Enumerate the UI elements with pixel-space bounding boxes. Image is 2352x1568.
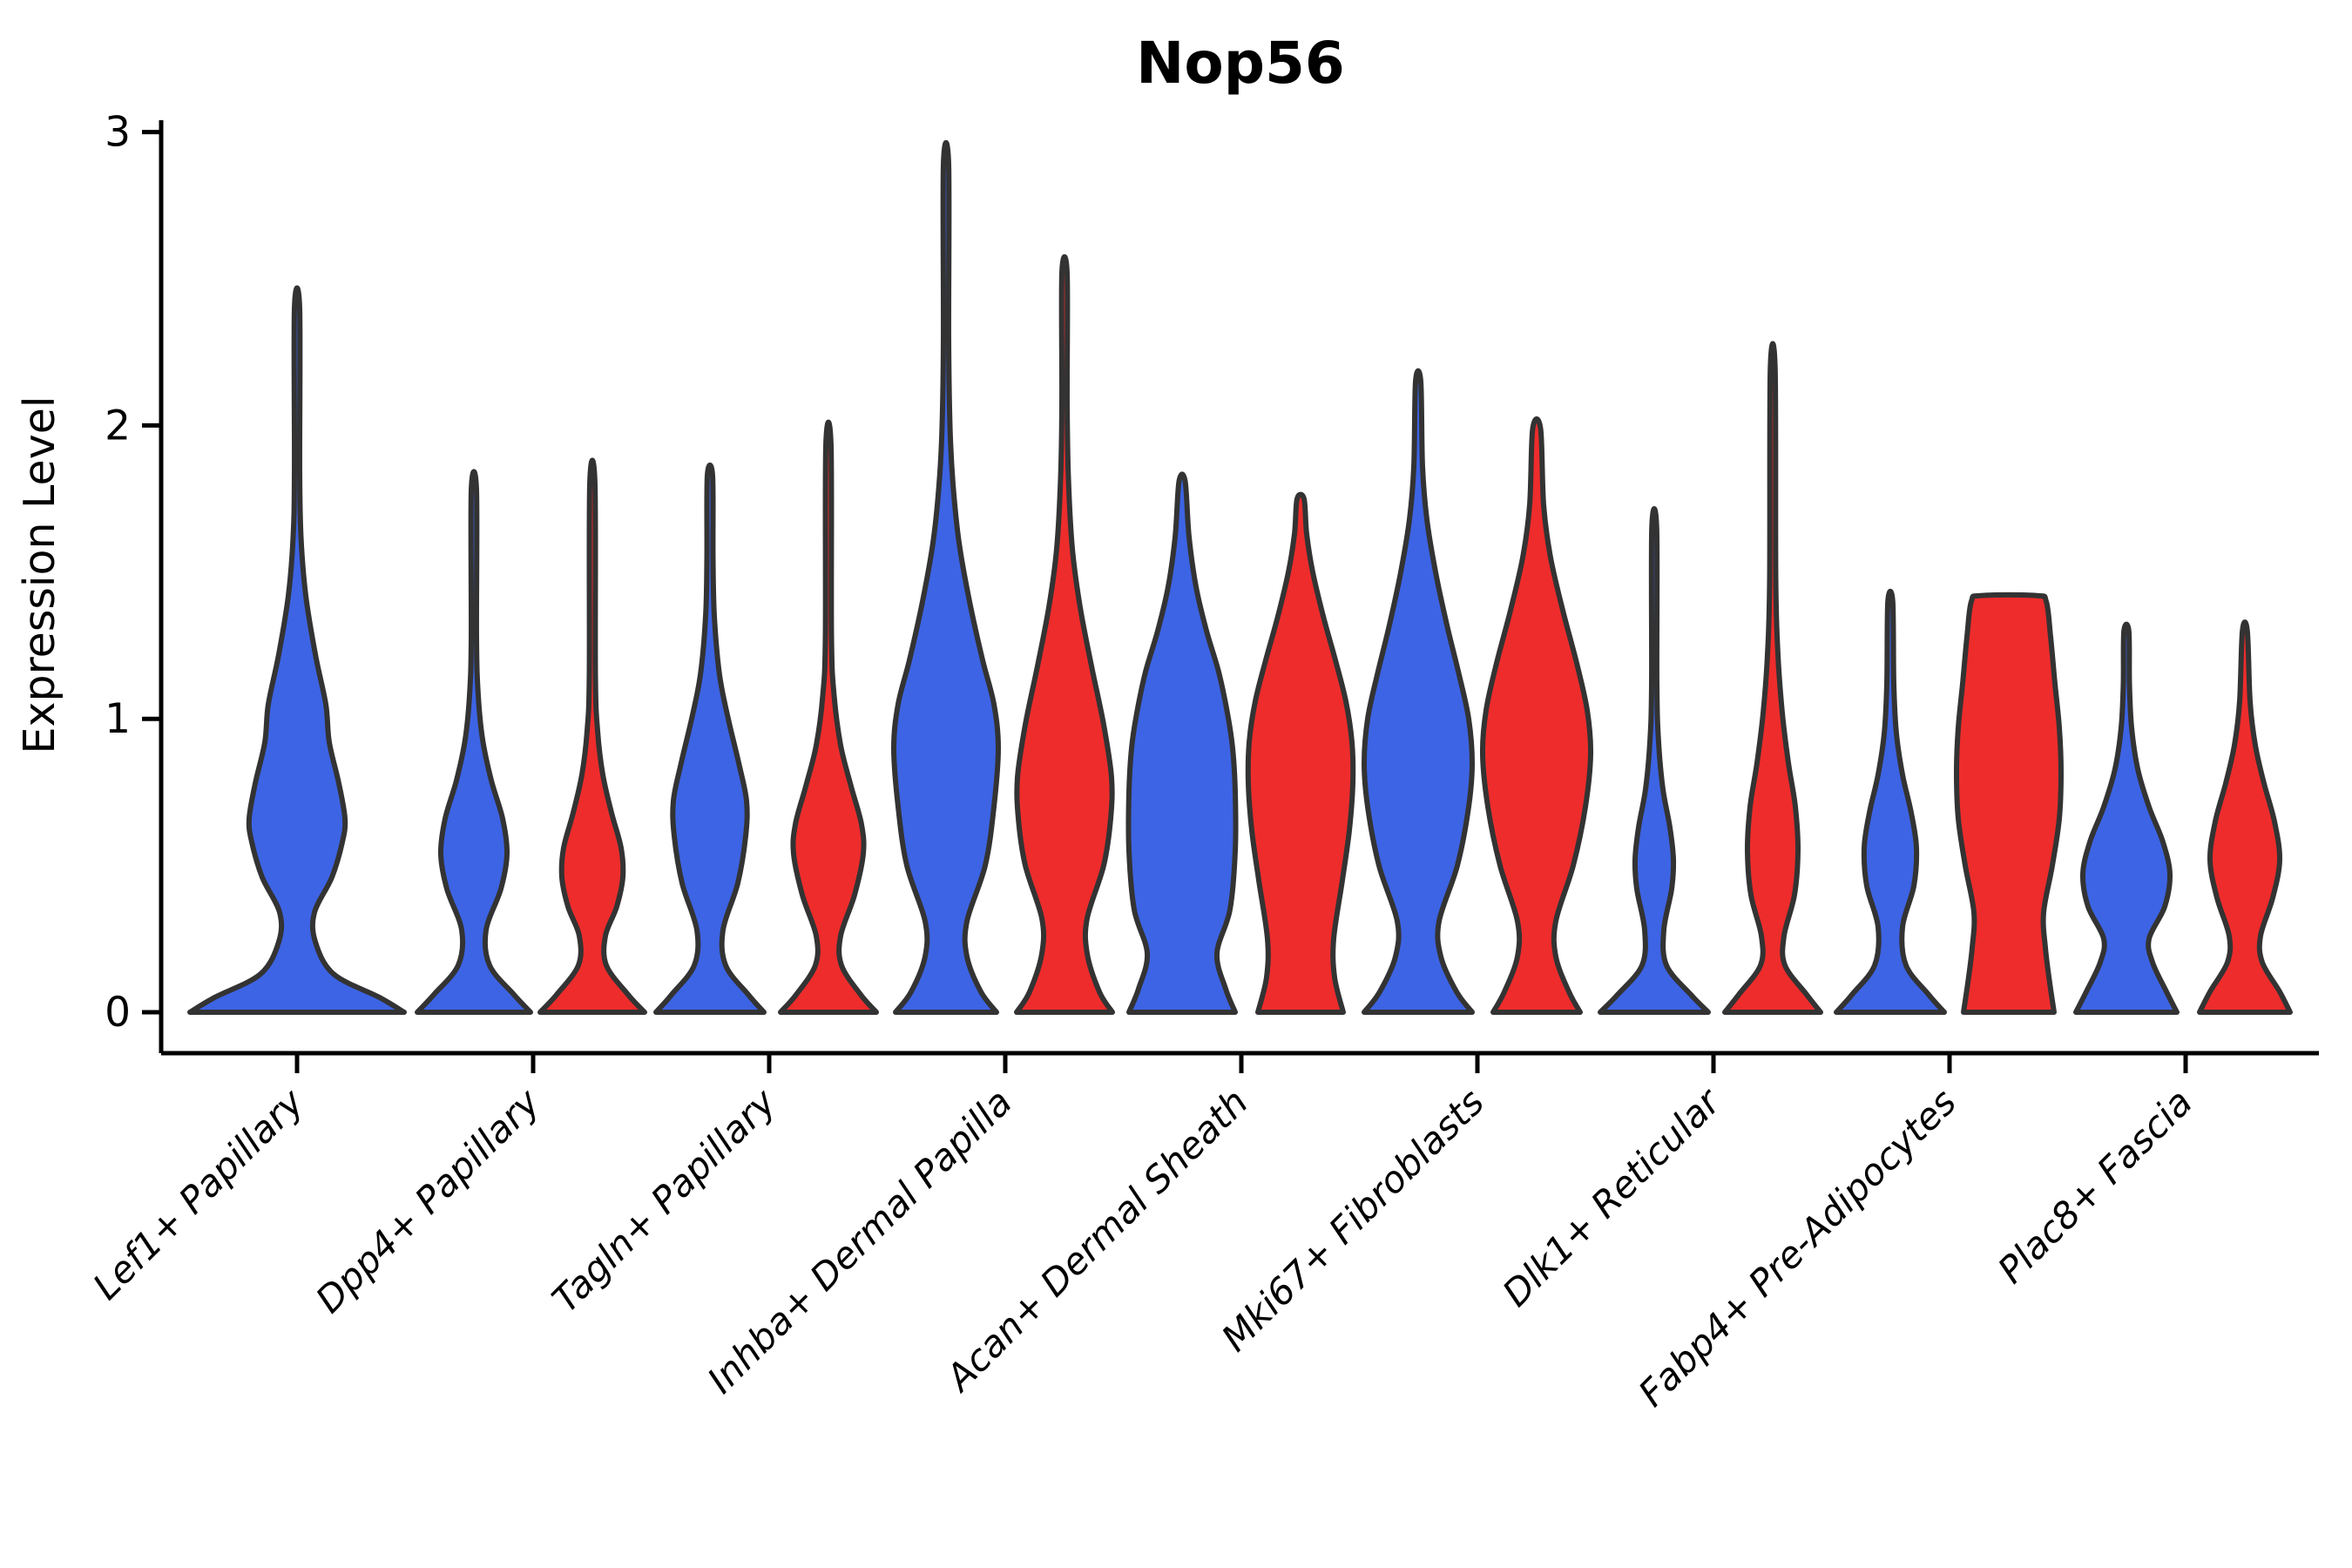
y-axis-ticks: 0 1 2 3 <box>105 109 161 1037</box>
x-tick-label: Dlk1+ Reticular <box>1494 1078 1730 1315</box>
violin-red-inhba-dermal-papilla <box>1014 253 1115 1015</box>
violin-blue-acan-dermal-sheath <box>1125 471 1239 1015</box>
y-tick-label: 1 <box>105 695 131 743</box>
violin-blue-mki67-fibroblasts <box>1362 368 1475 1015</box>
chart-title: Nop56 <box>1136 30 1345 97</box>
violin-blue-dlk1-reticular <box>1598 505 1711 1015</box>
violin-red-dlk1-reticular <box>1722 341 1823 1015</box>
violin-blue-plac8-fascia <box>2073 621 2180 1015</box>
x-tick-label: Plac8+ Fascia <box>1990 1080 2200 1291</box>
y-tick-label: 3 <box>105 109 131 157</box>
violin-blue-lef1-papillary <box>187 285 407 1015</box>
violin-blue-inhba-dermal-papilla <box>891 140 1001 1015</box>
y-axis-label: Expression Level <box>15 396 64 754</box>
violins-layer <box>187 140 2293 1015</box>
y-tick-label: 2 <box>105 402 131 449</box>
x-tick-label: Lef1+ Papillary <box>84 1080 313 1308</box>
violin-red-acan-dermal-sheath <box>1245 491 1356 1015</box>
violin-blue-dpp4-papillary <box>415 469 533 1015</box>
violin-red-plac8-fascia <box>2197 619 2293 1015</box>
violin-blue-fabp4-pre-adipocytes <box>1834 588 1947 1015</box>
violin-red-dpp4-papillary <box>537 457 647 1015</box>
violin-blue-tagln-papillary <box>653 462 767 1015</box>
violin-red-mki67-fibroblasts <box>1479 416 1594 1015</box>
x-tick-label: Tagln+ Papillary <box>544 1080 785 1321</box>
violin-red-tagln-papillary <box>778 419 879 1015</box>
x-tick-label: Mki67+ Fibroblasts <box>1213 1080 1492 1359</box>
violin-red-fabp4-pre-adipocytes <box>1954 591 2064 1015</box>
x-tick-label: Dpp4+ Papillary <box>308 1080 549 1321</box>
y-tick-label: 0 <box>105 989 131 1037</box>
